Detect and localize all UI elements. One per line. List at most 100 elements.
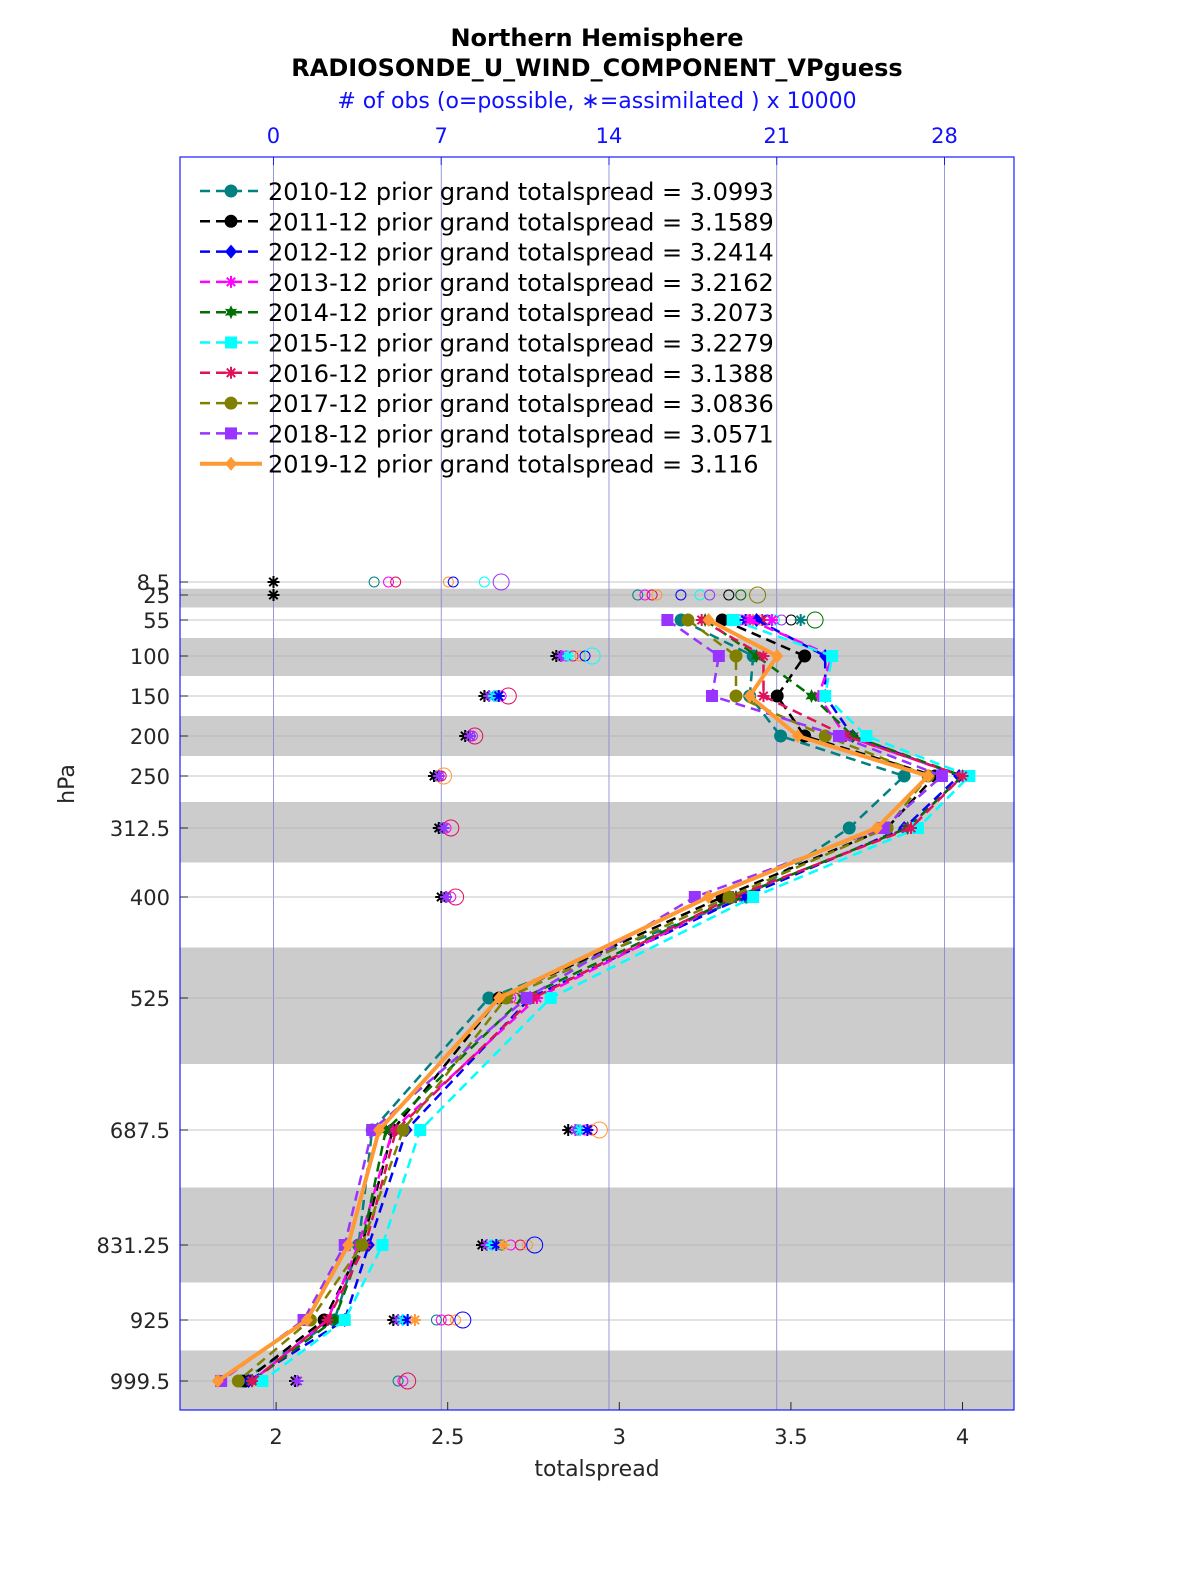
- top-tick-label-1: 7: [435, 124, 448, 148]
- obs-possible-925-1: [435, 1314, 447, 1326]
- y-tick-label-0: 8.5: [137, 571, 170, 595]
- series-9-point-11: [211, 1374, 224, 1388]
- series-8-point-8: [366, 1124, 379, 1136]
- series-8-point-0: [661, 614, 674, 626]
- legend-entry-9: 2019-12 prior grand totalspread = 3.116: [268, 451, 758, 479]
- x-axis-label: totalspread: [534, 1457, 659, 1482]
- obs-possible-8.5-3: [442, 576, 454, 588]
- legend-entry-4: 2014-12 prior grand totalspread = 3.2073: [268, 299, 774, 327]
- obs-possible-8.5-6: [492, 573, 510, 591]
- obs-possible-8.5-1: [383, 576, 394, 588]
- obs-assimilated-400-1: [440, 891, 452, 903]
- y-tick-label-1: 25: [143, 584, 170, 608]
- obs-possible-55-8: [806, 611, 824, 629]
- obs-possible-999.5-2: [399, 1372, 417, 1390]
- obs-assimilated-100-2: [562, 650, 575, 662]
- obs-possible-8.5-5: [478, 576, 490, 588]
- series-8-point-7: [520, 992, 533, 1004]
- obs-assimilated-312.5-1: [437, 822, 450, 834]
- chart-subtitle: RADIOSONDE_U_WIND_COMPONENT_VPguess: [291, 54, 902, 82]
- series-6-point-10: [321, 1314, 334, 1326]
- top-tick-label-4: 28: [931, 124, 958, 148]
- legend-marker-4: [224, 305, 238, 320]
- series-6-point-7: [527, 992, 540, 1004]
- legend-marker-6: [225, 366, 237, 379]
- x-tick-label-1: 2.5: [431, 1425, 464, 1449]
- series-7-point-6: [722, 890, 736, 904]
- y-tick-label-2: 55: [143, 609, 170, 633]
- obs-possible-831.25-4: [526, 1236, 544, 1254]
- obs-assimilated-831.25-3: [490, 1239, 503, 1251]
- series-5-point-7: [544, 992, 557, 1004]
- obs-assimilated-925-3: [401, 1314, 414, 1326]
- x-tick-label-0: 2: [269, 1425, 282, 1449]
- y-tick-label-3: 100: [130, 645, 170, 669]
- obs-assimilated-925-4: [408, 1314, 421, 1326]
- x-tick-label-4: 4: [956, 1425, 969, 1449]
- series-line-2: [247, 618, 962, 1383]
- obs-possible-25-2: [646, 589, 658, 601]
- obs-assimilated-200-1: [464, 730, 476, 742]
- series-line-9: [216, 618, 932, 1383]
- grid-lines: [180, 157, 1014, 1410]
- legend-entry-8: 2018-12 prior grand totalspread = 3.0571: [268, 420, 774, 448]
- series-line-4: [251, 618, 965, 1383]
- legend-marker-7: [224, 396, 238, 410]
- obs-possible-25-1: [639, 589, 651, 601]
- obs-possible-25-6: [704, 589, 716, 601]
- series-6-point-11: [246, 1375, 259, 1387]
- series-5-point-3: [860, 730, 873, 742]
- series-6-point-4: [956, 770, 969, 782]
- obs-assimilated-55-7: [794, 614, 807, 626]
- x-tick-label-3: 3.5: [774, 1425, 807, 1449]
- series-line-5: [261, 618, 972, 1383]
- series-0-point-3: [774, 729, 788, 743]
- y-tick-label-6: 250: [130, 765, 170, 789]
- legend-marker-9: [225, 456, 237, 471]
- series-8-point-3: [832, 730, 845, 742]
- obs-possible-925-4: [454, 1311, 472, 1329]
- series-6-point-3: [839, 730, 852, 742]
- series-5-point-8: [414, 1124, 427, 1136]
- y-axis-label: hPa: [55, 764, 80, 804]
- obs-assimilated-55-6: [765, 614, 778, 626]
- series-6-point-8: [390, 1124, 403, 1136]
- top-tick-label-2: 14: [596, 124, 623, 148]
- legend-entry-3: 2013-12 prior grand totalspread = 3.2162: [268, 269, 774, 297]
- obs-possible-25-4: [675, 589, 687, 601]
- legend-entry-2: 2012-12 prior grand totalspread = 3.2414: [268, 239, 774, 267]
- series-4-point-1: [750, 649, 763, 663]
- y-tick-label-4: 150: [130, 685, 170, 709]
- series-8-point-1: [712, 650, 725, 662]
- series-9-point-3: [791, 729, 804, 743]
- top-axis-ticks: 0 7 14 21 28: [267, 124, 958, 165]
- y-tick-label-11: 831.25: [97, 1234, 170, 1258]
- series-8-point-4: [935, 770, 948, 782]
- legend-marker-2: [225, 244, 237, 259]
- series-4-point-8: [379, 1123, 392, 1137]
- series-8-point-2: [705, 690, 718, 702]
- series-5-point-10: [338, 1314, 351, 1326]
- legend: 2010-12 prior grand totalspread = 3.0993…: [200, 178, 774, 479]
- series-6-point-5: [905, 822, 917, 834]
- obs-possible-25-3: [651, 589, 663, 601]
- series-5-point-2: [819, 690, 832, 702]
- series-9: [211, 613, 935, 1388]
- obs-possible-925-0: [430, 1314, 442, 1326]
- obs-assimilated-687.5-2: [574, 1124, 587, 1136]
- y-tick-label-7: 312.5: [110, 817, 170, 841]
- y-tick-label-9: 525: [130, 987, 170, 1011]
- series-9-point-1: [771, 649, 784, 663]
- series-9-point-10: [300, 1313, 313, 1327]
- legend-entry-0: 2010-12 prior grand totalspread = 3.0993: [268, 178, 774, 206]
- y-tick-label-5: 200: [130, 725, 170, 749]
- obs-possible-25-8: [735, 589, 747, 601]
- series-5-point-11: [256, 1375, 269, 1387]
- series-4-point-3: [846, 729, 859, 743]
- series-9-point-2: [743, 689, 756, 703]
- obs-possible-925-2: [442, 1314, 454, 1326]
- series-line-6: [251, 618, 965, 1382]
- plot-area-border: [179, 156, 1015, 1411]
- level-band-0: [180, 588, 1014, 608]
- obs-possible-8.5-4: [447, 576, 459, 588]
